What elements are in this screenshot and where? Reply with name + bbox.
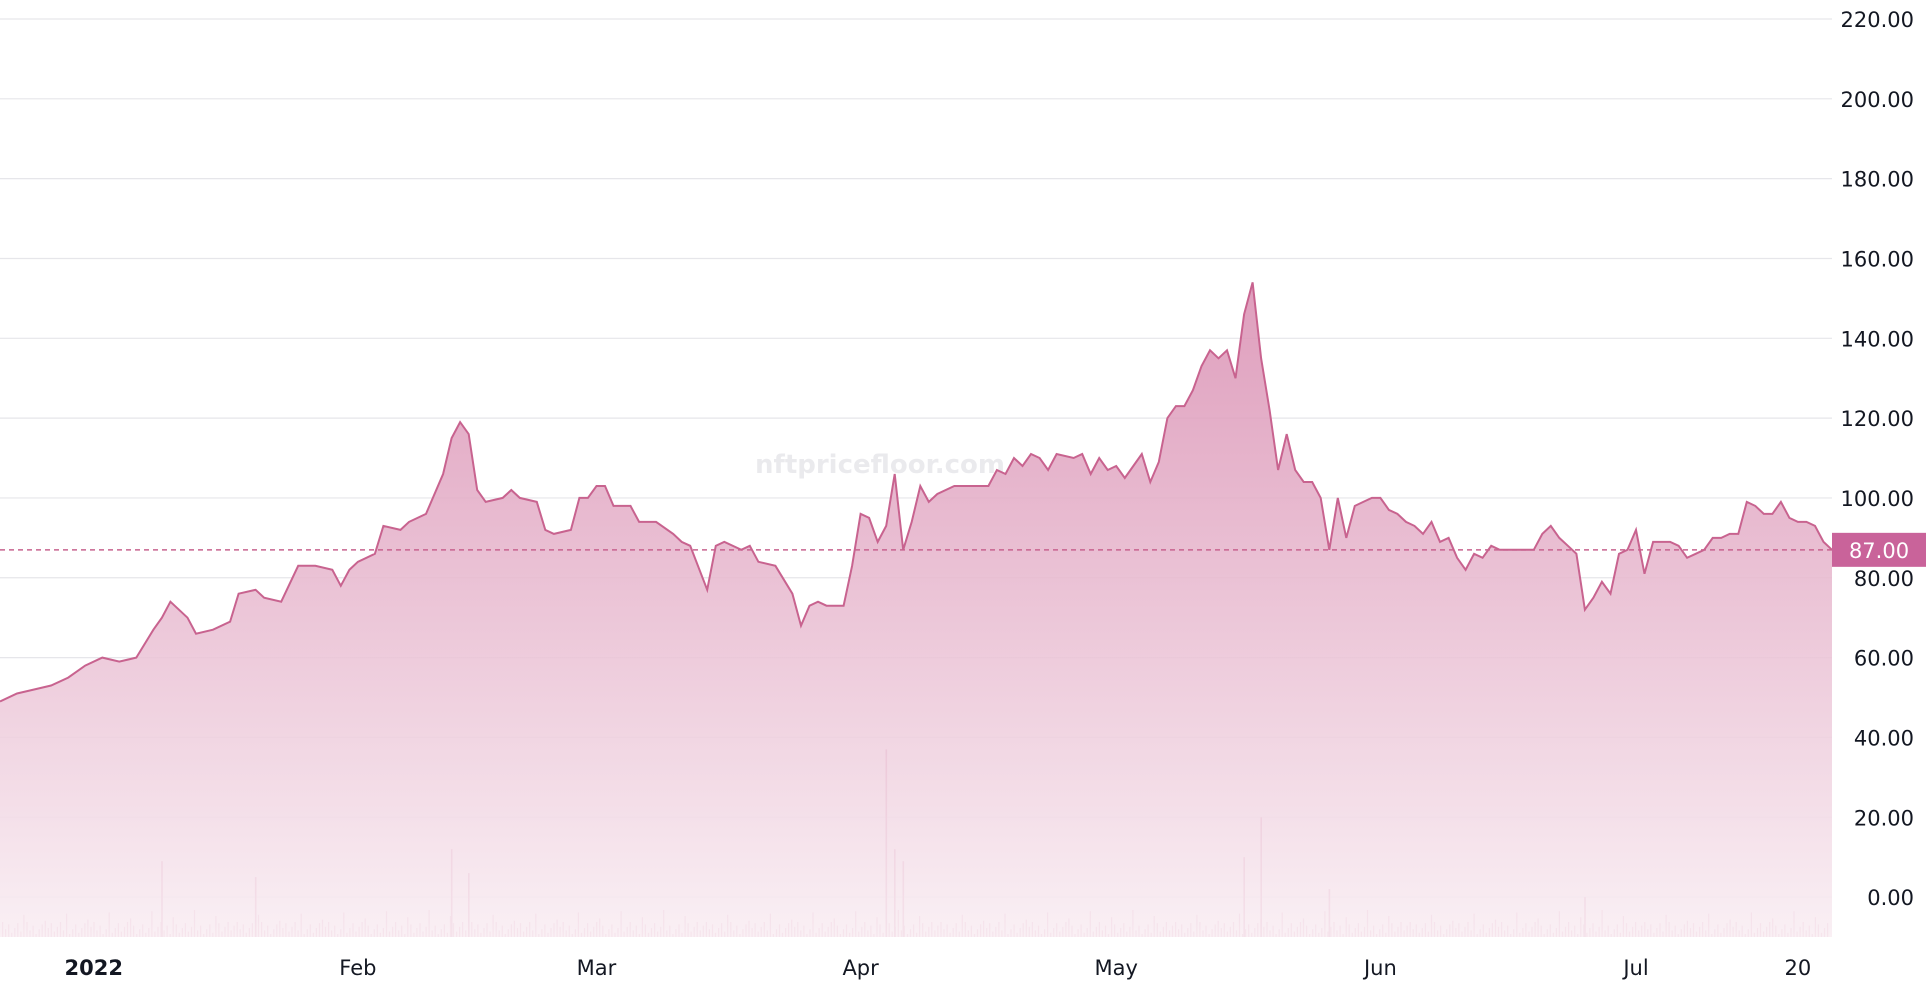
y-tick-label: 20.00 <box>1854 806 1914 830</box>
y-tick-label: 80.00 <box>1854 567 1914 591</box>
x-tick-label: May <box>1095 956 1138 980</box>
y-tick-label: 220.00 <box>1841 8 1914 32</box>
price-line <box>0 282 1833 703</box>
y-tick-label: 100.00 <box>1841 487 1914 511</box>
y-tick-label: 0.00 <box>1867 886 1914 910</box>
y-tick-label: 120.00 <box>1841 407 1914 431</box>
y-tick-label: 40.00 <box>1854 726 1914 750</box>
x-tick-label: 20 <box>1785 956 1812 980</box>
x-tick-label: Jun <box>1362 956 1397 980</box>
price-area <box>0 282 1832 937</box>
y-axis: 220.00 200.00 180.00 160.00 140.00 120.00 100.… <box>1841 8 1914 910</box>
y-tick-label: 160.00 <box>1841 247 1914 271</box>
x-tick-label: Feb <box>339 956 376 980</box>
y-tick-label: 180.00 <box>1841 168 1914 192</box>
x-tick-label: 2022 <box>65 956 123 980</box>
x-axis: 2022 Feb Mar Apr May Jun Jul 20 <box>65 956 1812 980</box>
watermark-text: nftpricefloor.com <box>755 450 1005 480</box>
y-tick-label: 140.00 <box>1841 327 1914 351</box>
x-tick-label: Mar <box>577 956 617 980</box>
y-tick-label: 200.00 <box>1841 88 1914 112</box>
x-tick-label: Apr <box>842 956 879 980</box>
current-price-value: 87.00 <box>1849 539 1909 563</box>
x-tick-label: Jul <box>1621 956 1648 980</box>
y-tick-label: 60.00 <box>1854 647 1914 671</box>
current-price-label: 87.00 <box>1832 532 1926 567</box>
